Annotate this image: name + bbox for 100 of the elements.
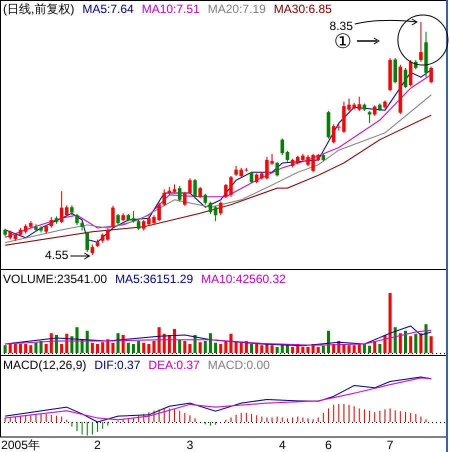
bar — [301, 347, 304, 353]
annotation: 4.55 — [45, 248, 69, 262]
text: MA10:7.51 — [142, 2, 200, 16]
bar — [306, 347, 310, 353]
text: MA30:6.85 — [274, 2, 332, 16]
bar — [90, 342, 94, 353]
bar — [398, 333, 402, 353]
bar — [255, 344, 258, 353]
candlestick — [178, 185, 182, 202]
bar — [137, 341, 140, 353]
candlestick — [157, 202, 161, 222]
candlestick — [116, 213, 120, 226]
candlestick — [90, 244, 94, 256]
candlestick — [50, 216, 54, 228]
text: DIF:0.37 — [94, 358, 141, 372]
candlestick — [429, 66, 433, 84]
bar — [60, 344, 64, 353]
bar — [86, 330, 89, 353]
candlestick — [70, 204, 74, 216]
bar — [132, 344, 135, 353]
bar — [101, 342, 104, 353]
bar — [214, 342, 218, 353]
chart-title: MACD(12,26,9) — [3, 358, 86, 372]
bar — [419, 333, 422, 353]
bar — [260, 345, 264, 353]
text: MA5:7.64 — [82, 2, 134, 16]
candlestick — [193, 178, 197, 200]
bar — [147, 344, 150, 353]
bar — [348, 345, 351, 353]
bar — [40, 341, 43, 353]
bar — [96, 344, 100, 353]
bar — [4, 345, 7, 353]
bar — [204, 341, 207, 353]
chart-title: (日线,前复权) — [3, 2, 74, 16]
bar — [29, 345, 32, 353]
bar — [19, 344, 22, 353]
bar — [404, 330, 408, 353]
bar — [34, 342, 38, 353]
bar — [8, 344, 12, 353]
bar — [322, 346, 325, 353]
text: MA10:42560.32 — [201, 272, 286, 286]
x-tick-label: 7 — [386, 438, 394, 452]
candlestick — [393, 58, 397, 84]
bar — [424, 324, 428, 353]
candlestick — [404, 67, 408, 89]
bar — [14, 344, 17, 353]
bar — [50, 333, 53, 353]
x-tick-label: 2005年 — [1, 438, 40, 452]
bar — [358, 344, 361, 353]
bar — [414, 334, 418, 353]
candlestick — [218, 201, 222, 216]
bar — [316, 347, 320, 353]
candlestick — [204, 193, 208, 206]
candlestick — [172, 184, 176, 194]
bar — [24, 344, 28, 353]
bar — [368, 346, 372, 353]
candlestick — [188, 178, 192, 195]
bar — [362, 344, 366, 353]
candlestick — [208, 201, 212, 214]
bar — [111, 342, 114, 353]
candlestick — [111, 205, 115, 228]
annotation: ① — [334, 31, 352, 53]
bar — [198, 342, 202, 353]
bar — [270, 345, 274, 353]
x-tick-label: 2 — [94, 438, 102, 452]
bar — [373, 341, 376, 353]
candlestick — [136, 220, 140, 230]
candlestick — [198, 186, 202, 198]
bar — [276, 347, 279, 353]
candlestick — [214, 205, 218, 222]
candlestick — [408, 59, 412, 87]
bar — [291, 347, 294, 353]
bar — [178, 340, 182, 353]
candlestick — [275, 161, 279, 177]
bar — [183, 341, 186, 353]
bar — [126, 342, 130, 353]
bar — [142, 342, 146, 353]
candlestick — [368, 110, 372, 124]
candlestick — [75, 213, 79, 226]
bar — [229, 334, 232, 353]
bar — [106, 339, 110, 353]
annotation: 8.35 — [330, 19, 354, 33]
bar — [388, 293, 392, 353]
bar — [219, 344, 222, 353]
bar — [250, 344, 254, 353]
x-tick-label: 3 — [186, 438, 194, 452]
text: MACD:0.00 — [208, 358, 270, 372]
candlestick — [250, 171, 254, 184]
bar — [152, 341, 156, 353]
bar — [327, 330, 330, 353]
bar — [116, 333, 120, 353]
bar — [224, 341, 228, 353]
bar — [430, 336, 433, 353]
bar — [265, 344, 268, 353]
candlestick — [372, 104, 376, 116]
candlestick — [419, 22, 423, 62]
bar — [188, 344, 192, 353]
text: MA5:36151.29 — [115, 272, 194, 286]
text: DEA:0.37 — [148, 358, 200, 372]
bar — [394, 327, 397, 353]
